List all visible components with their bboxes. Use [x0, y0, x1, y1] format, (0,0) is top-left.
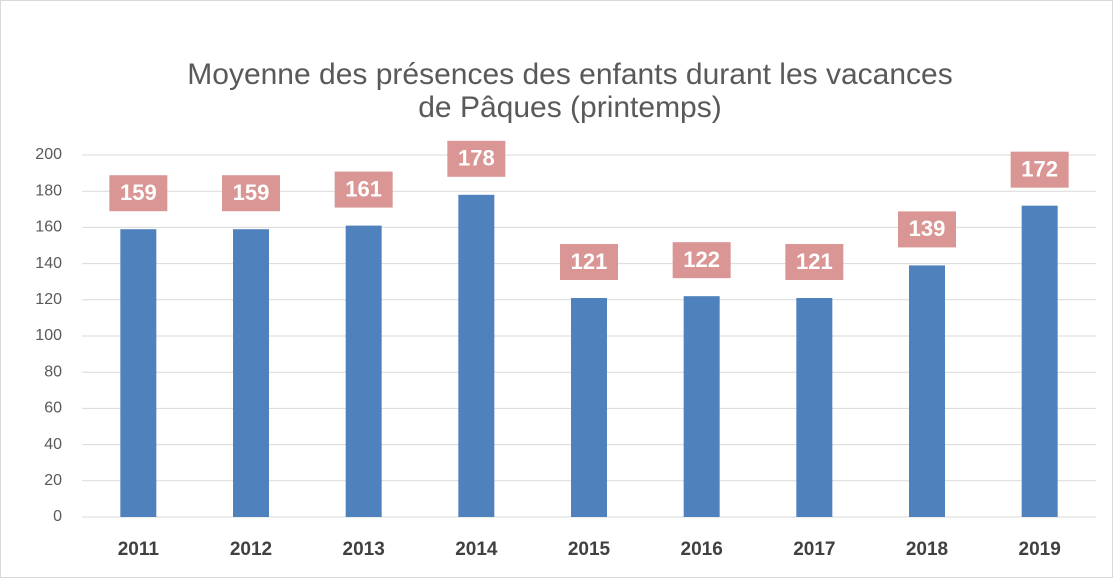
bar: [458, 194, 495, 517]
y-tick-label: 180: [35, 182, 62, 199]
y-tick-label: 0: [53, 508, 62, 525]
value-label: 121: [796, 249, 833, 274]
bar: [233, 229, 269, 517]
y-tick-label: 160: [35, 219, 62, 236]
x-tick-label: 2019: [1019, 539, 1061, 560]
value-label: 172: [1021, 156, 1058, 181]
x-tick-label: 2013: [343, 539, 385, 560]
value-label: 121: [571, 249, 608, 274]
y-tick-label: 40: [44, 436, 62, 453]
value-label: 161: [345, 176, 382, 201]
x-tick-label: 2016: [681, 539, 723, 560]
bar: [909, 265, 945, 517]
x-tick-label: 2015: [568, 539, 611, 560]
bar: [1021, 205, 1058, 517]
value-label-box: [785, 243, 844, 280]
x-tick-label: 2017: [793, 539, 835, 560]
value-label: 178: [458, 146, 495, 171]
value-label-box: [222, 175, 280, 212]
bar: [796, 297, 833, 517]
y-tick-label: 100: [35, 327, 62, 344]
value-label: 159: [233, 180, 270, 205]
bar: [120, 229, 157, 517]
x-tick-label: 2014: [455, 539, 498, 560]
y-tick-label: 140: [35, 255, 62, 272]
chart-title: de Pâques (printemps): [418, 91, 722, 124]
bar: [345, 225, 382, 517]
value-label: 139: [909, 216, 946, 241]
value-label-box: [109, 175, 168, 212]
x-tick-label: 2011: [118, 539, 160, 560]
value-label-box: [898, 211, 956, 248]
y-tick-label: 80: [44, 363, 62, 380]
x-tick-label: 2012: [230, 539, 272, 560]
value-label-box: [672, 242, 731, 279]
value-label-box: [447, 140, 506, 177]
y-tick-label: 120: [35, 291, 62, 308]
value-label: 159: [120, 180, 157, 205]
value-label-box: [560, 243, 618, 280]
y-tick-label: 60: [44, 400, 62, 417]
bar: [571, 297, 607, 517]
value-label-box: [334, 171, 393, 208]
chart-title: Moyenne des présences des enfants durant…: [187, 58, 952, 91]
y-tick-label: 200: [35, 146, 62, 163]
bar: [683, 296, 720, 517]
value-label: 122: [683, 247, 720, 272]
x-tick-label: 2018: [906, 539, 948, 560]
y-tick-label: 20: [44, 472, 62, 489]
value-label-box: [1010, 151, 1069, 188]
